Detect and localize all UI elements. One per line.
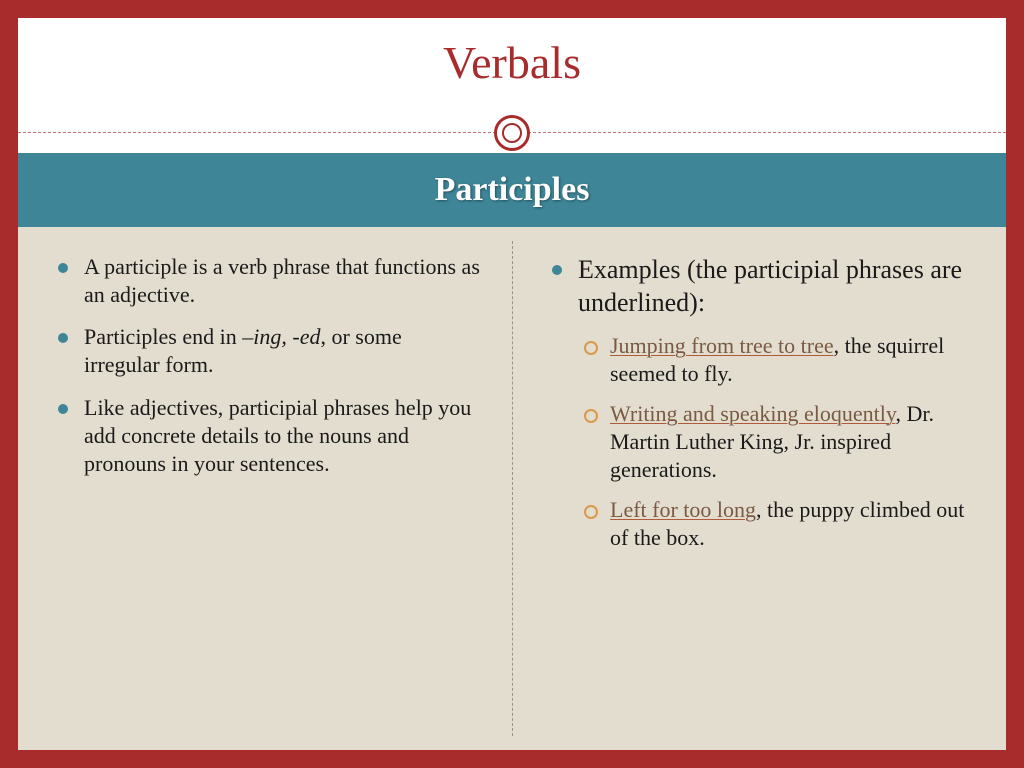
subtitle-band: Participles: [18, 153, 1006, 227]
underlined-phrase: Writing and speaking eloquently: [610, 401, 895, 426]
vertical-divider: [512, 241, 513, 736]
left-column: A participle is a verb phrase that funct…: [18, 227, 512, 750]
right-column: Examples (the participial phrases are un…: [512, 227, 1006, 750]
right-list: Examples (the participial phrases are un…: [552, 253, 974, 553]
example-item: Left for too long, the puppy climbed out…: [584, 496, 974, 552]
list-item: Examples (the participial phrases are un…: [552, 253, 974, 553]
list-item: Like adjectives, participial phrases hel…: [58, 394, 480, 478]
list-item: A participle is a verb phrase that funct…: [58, 253, 480, 309]
circle-ornament-icon: [494, 115, 530, 151]
underlined-phrase: Jumping from tree to tree: [610, 333, 834, 358]
content-area: A participle is a verb phrase that funct…: [18, 227, 1006, 750]
examples-sublist: Jumping from tree to tree, the squirrel …: [584, 332, 974, 553]
example-item: Jumping from tree to tree, the squirrel …: [584, 332, 974, 388]
examples-heading: Examples (the participial phrases are un…: [578, 255, 962, 317]
italic-text: –ing, -ed: [242, 324, 320, 349]
text: Participles end in: [84, 324, 242, 349]
slide-title: Verbals: [18, 36, 1006, 89]
list-item: Participles end in –ing, -ed, or some ir…: [58, 323, 480, 379]
example-item: Writing and speaking eloquently, Dr. Mar…: [584, 400, 974, 484]
slide: Verbals Participles A participle is a ve…: [0, 0, 1024, 768]
left-list: A participle is a verb phrase that funct…: [58, 253, 480, 478]
title-area: Verbals: [18, 18, 1006, 153]
underlined-phrase: Left for too long: [610, 497, 756, 522]
